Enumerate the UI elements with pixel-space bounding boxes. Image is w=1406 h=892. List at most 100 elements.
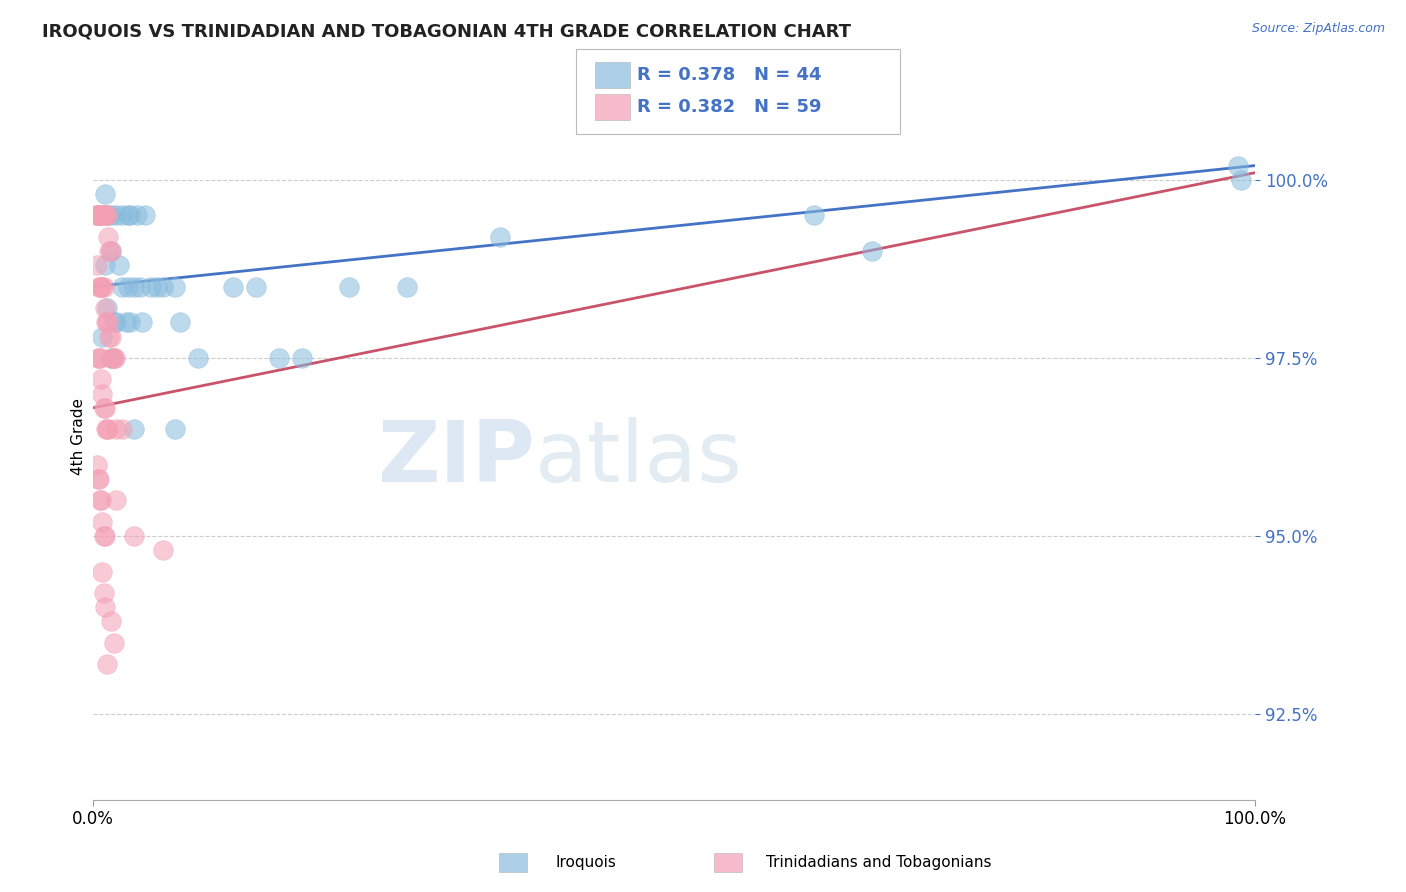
Point — [163, 279, 186, 293]
Point — [395, 279, 418, 293]
Point — [96, 209, 118, 223]
Point — [87, 209, 110, 223]
Point — [86, 258, 108, 272]
Point — [152, 279, 174, 293]
Point — [96, 422, 118, 436]
Point — [120, 209, 142, 223]
Point — [87, 209, 110, 223]
Y-axis label: 4th Grade: 4th Grade — [72, 398, 86, 475]
Point — [93, 279, 115, 293]
Point — [96, 315, 118, 329]
Point — [90, 493, 112, 508]
Point — [1230, 173, 1253, 187]
Point — [96, 209, 118, 223]
Point — [120, 315, 142, 329]
Text: Source: ZipAtlas.com: Source: ZipAtlas.com — [1251, 22, 1385, 36]
Point — [122, 279, 145, 293]
Point — [488, 229, 510, 244]
Point — [169, 315, 191, 329]
Point — [89, 279, 111, 293]
Point — [84, 209, 107, 223]
Point — [87, 209, 110, 223]
Point — [134, 209, 156, 223]
Text: Trinidadians and Tobagonians: Trinidadians and Tobagonians — [766, 855, 991, 870]
Text: R = 0.382   N = 59: R = 0.382 N = 59 — [637, 98, 821, 116]
Point — [90, 372, 112, 386]
Point — [94, 401, 117, 415]
Point — [101, 351, 124, 365]
Point — [117, 209, 139, 223]
Point — [91, 386, 114, 401]
Point — [100, 209, 122, 223]
Point — [91, 209, 114, 223]
Point — [114, 315, 136, 329]
Point — [87, 279, 110, 293]
Point — [152, 543, 174, 558]
Point — [100, 615, 122, 629]
Point — [98, 244, 121, 258]
Point — [267, 351, 290, 365]
Point — [105, 422, 128, 436]
Point — [221, 279, 243, 293]
Point — [105, 315, 128, 329]
Point — [94, 315, 117, 329]
Point — [107, 258, 129, 272]
Point — [94, 209, 117, 223]
Point — [93, 401, 115, 415]
Point — [96, 657, 118, 672]
Point — [128, 279, 150, 293]
Point — [97, 229, 120, 244]
Point — [111, 422, 134, 436]
Point — [91, 565, 114, 579]
Point — [87, 351, 110, 365]
Point — [122, 529, 145, 543]
Point — [146, 279, 169, 293]
Point — [87, 351, 110, 365]
Point — [104, 351, 127, 365]
Point — [93, 529, 115, 543]
Point — [111, 279, 134, 293]
Point — [103, 315, 125, 329]
Point — [94, 529, 117, 543]
Point — [105, 493, 128, 508]
Point — [105, 209, 128, 223]
Point — [117, 279, 139, 293]
Point — [131, 315, 153, 329]
Point — [89, 209, 111, 223]
Point — [94, 258, 117, 272]
Point — [860, 244, 883, 258]
Point — [90, 209, 112, 223]
Point — [245, 279, 267, 293]
Point — [94, 600, 117, 615]
Point — [803, 209, 825, 223]
Point — [94, 301, 117, 315]
Point — [90, 279, 112, 293]
Text: IROQUOIS VS TRINIDADIAN AND TOBAGONIAN 4TH GRADE CORRELATION CHART: IROQUOIS VS TRINIDADIAN AND TOBAGONIAN 4… — [42, 22, 851, 40]
Point — [163, 422, 186, 436]
Text: atlas: atlas — [534, 417, 742, 500]
Point — [122, 422, 145, 436]
Point — [111, 209, 134, 223]
Point — [127, 209, 149, 223]
Point — [103, 636, 125, 650]
Point — [103, 351, 125, 365]
Point — [141, 279, 163, 293]
Point — [94, 422, 117, 436]
Point — [98, 329, 121, 343]
Point — [94, 209, 117, 223]
Point — [337, 279, 360, 293]
Point — [93, 209, 115, 223]
Point — [89, 351, 111, 365]
Text: Iroquois: Iroquois — [555, 855, 616, 870]
Point — [100, 351, 122, 365]
Point — [86, 209, 108, 223]
Point — [291, 351, 314, 365]
Point — [96, 301, 118, 315]
Point — [91, 329, 114, 343]
Point — [86, 458, 108, 472]
Point — [100, 329, 122, 343]
Text: ZIP: ZIP — [377, 417, 534, 500]
Point — [93, 586, 115, 600]
Point — [100, 244, 122, 258]
Point — [97, 422, 120, 436]
